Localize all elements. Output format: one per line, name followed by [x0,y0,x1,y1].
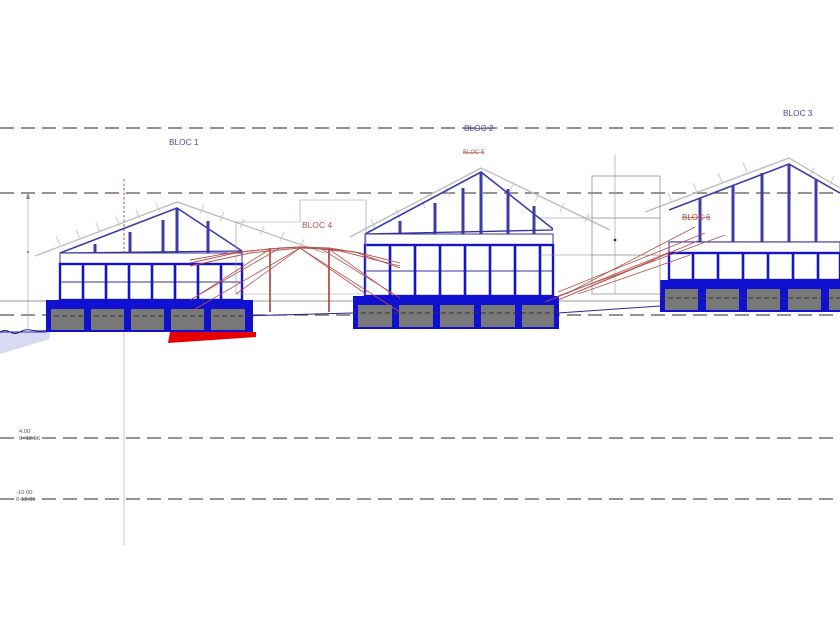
svg-text:0-12.96: 0-12.96 [16,497,36,503]
svg-text:BLOC 5: BLOC 5 [463,150,485,156]
svg-text:BLOC 4: BLOC 4 [302,220,333,230]
svg-text:BLOC 6: BLOC 6 [682,213,711,222]
svg-text:BLOC 3: BLOC 3 [783,108,813,118]
svg-text:0+12.96: 0+12.96 [19,436,40,442]
svg-text:BLOC 1: BLOC 1 [169,137,199,147]
svg-text:BLOC 2: BLOC 2 [464,123,494,133]
svg-text:-10.00: -10.00 [16,490,32,496]
svg-text:4.00: 4.00 [19,429,30,435]
